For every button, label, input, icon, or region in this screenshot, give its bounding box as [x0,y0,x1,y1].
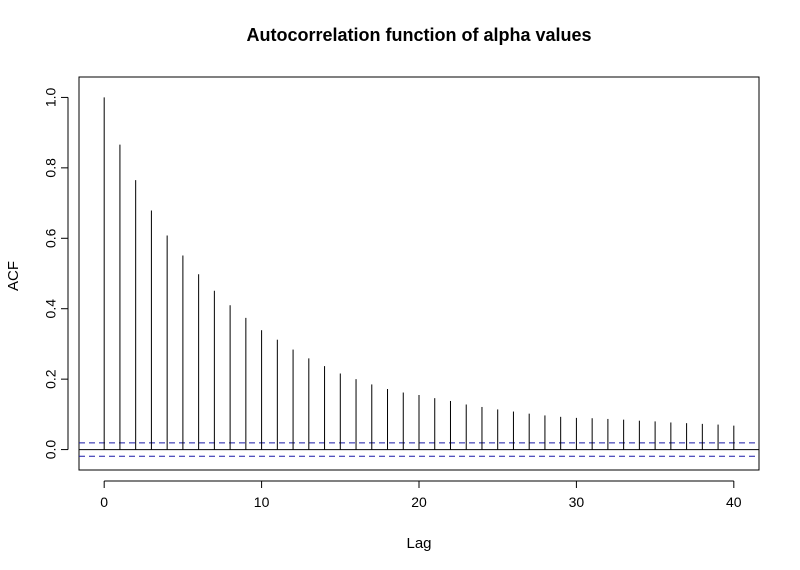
x-tick-label-40: 40 [726,494,742,510]
x-axis-label: Lag [406,535,431,552]
x-tick-label-20: 20 [411,494,427,510]
y-axis-label: ACF [5,261,22,291]
x-axis: 0 10 20 30 40 [100,480,742,510]
y-tick-label-1.0: 1.0 [43,87,59,107]
chart-title: Autocorrelation function of alpha values [246,25,591,45]
y-tick-label-0.4: 0.4 [43,299,59,319]
y-tick-label-0.2: 0.2 [43,369,59,389]
y-tick-label-0.6: 0.6 [43,228,59,248]
x-tick-label-10: 10 [254,494,270,510]
y-tick-label-0.8: 0.8 [43,158,59,178]
acf-bars [103,97,735,450]
x-tick-label-0: 0 [100,494,108,510]
y-tick-label-0.0: 0.0 [43,440,59,460]
y-axis: 0.0 0.2 0.4 0.6 0.8 1.0 [43,87,69,460]
plot-frame [78,76,760,471]
x-tick-label-30: 30 [569,494,585,510]
